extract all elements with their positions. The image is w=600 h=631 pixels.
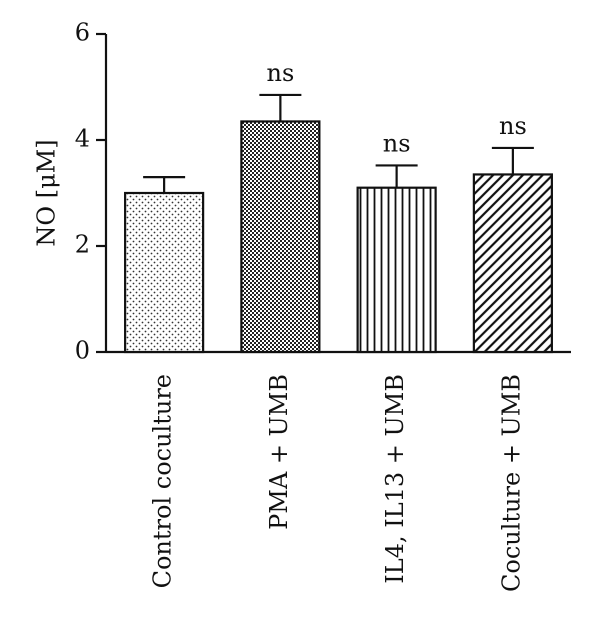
y-tick-label: 6 [75,19,90,47]
y-tick-label: 0 [75,337,90,365]
error-bars [143,93,534,193]
y-axis-label: NO [μM] [33,139,61,246]
y-tick-label: 4 [75,125,90,153]
category-label: IL4, IL13 + UMB [381,374,409,584]
y-tick-label: 2 [75,231,90,259]
category-label: Coculture + UMB [497,374,525,592]
significance-label: ns [383,129,411,157]
y-ticks: 0 2 4 6 [75,19,106,365]
significance-label: ns [499,112,527,140]
bar [124,191,205,354]
category-label: PMA + UMB [265,374,293,530]
bar [240,120,321,354]
bar [472,173,553,354]
annotations: ns ns ns [266,59,526,157]
significance-label: ns [266,59,294,87]
bar [356,186,437,354]
bars [124,120,553,354]
category-label: Control coculture [149,374,177,588]
category-labels: Control coculture PMA + UMB IL4, IL13 + UM… [149,374,526,592]
